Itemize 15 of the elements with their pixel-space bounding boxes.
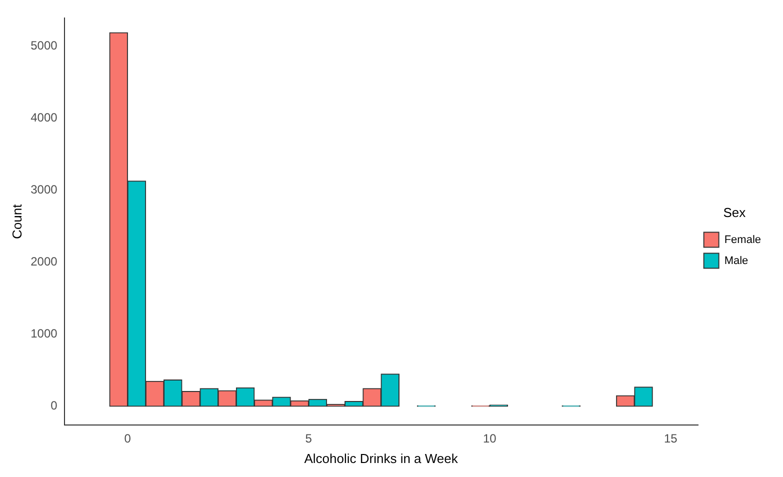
- y-tick-label: 1000: [30, 326, 58, 341]
- x-tick-label: 5: [305, 432, 312, 446]
- x-tick-label: 15: [664, 432, 678, 446]
- y-tick-label: 5000: [30, 38, 58, 53]
- y-axis-title: Count: [9, 204, 24, 239]
- y-tick-label: 3000: [30, 182, 58, 197]
- legend-title: Sex: [723, 204, 746, 220]
- x-tick-label: 10: [482, 432, 497, 446]
- legend-label: Male: [724, 254, 748, 267]
- y-tick-label: 0: [50, 398, 58, 413]
- x-tick-label: 0: [124, 432, 132, 446]
- legend-label: Female: [724, 234, 762, 246]
- y-tick-label: 2000: [30, 254, 58, 269]
- y-tick-label: 4000: [30, 110, 58, 125]
- x-axis-title: Alcoholic Drinks in a Week: [304, 450, 458, 466]
